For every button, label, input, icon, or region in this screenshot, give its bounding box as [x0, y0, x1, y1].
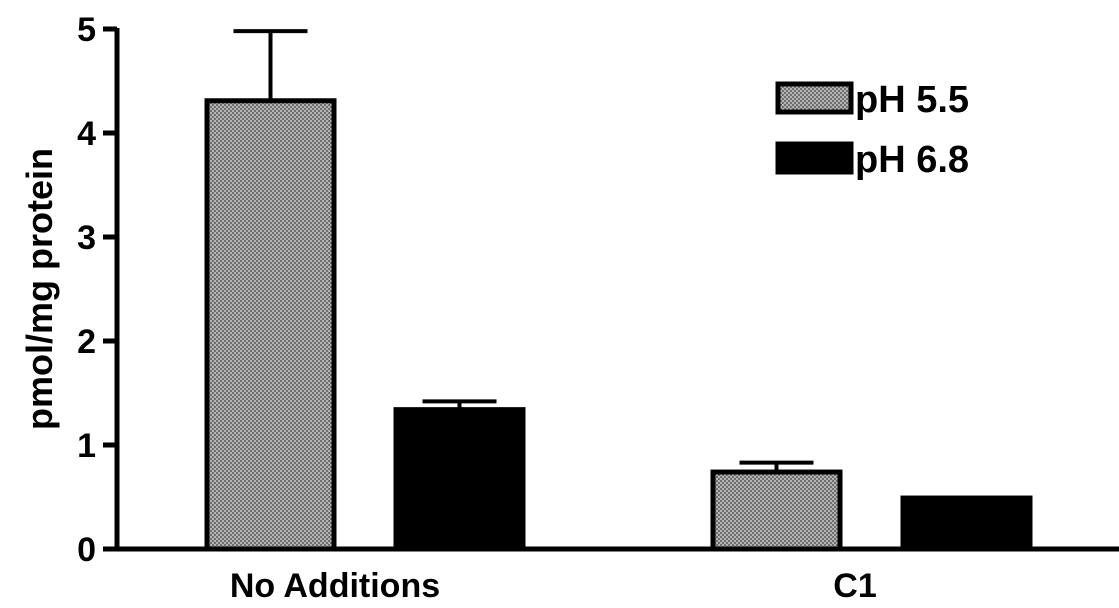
x-category-label: No Additions [230, 567, 440, 605]
legend-swatch-ph68 [775, 141, 854, 175]
bar-ph55-no-additions [204, 98, 337, 552]
legend-label: pH 6.8 [855, 139, 969, 181]
y-tick-label: 0 [77, 531, 96, 569]
bar-ph55-c1 [710, 469, 843, 552]
error-bars-group [233, 29, 814, 473]
legend-swatch-ph55 [775, 81, 854, 115]
y-tick-label: 5 [77, 11, 96, 49]
y-tick-label: 4 [77, 115, 96, 153]
legend-label: pH 5.5 [855, 79, 969, 121]
y-ticks-group: 0 1 2 3 4 5 [77, 11, 117, 569]
x-category-label: C1 [833, 567, 876, 605]
legend: pH 5.5 pH 6.8 [775, 79, 969, 181]
y-axis-title: pmol/mg protein [19, 148, 60, 430]
bar-ph68-c1 [900, 495, 1033, 552]
y-tick-label: 2 [77, 323, 96, 361]
x-labels-group: No Additions C1 [230, 567, 877, 605]
y-tick-label: 3 [77, 219, 96, 257]
bar-ph68-no-additions [393, 407, 526, 552]
y-tick-label: 1 [77, 427, 96, 465]
